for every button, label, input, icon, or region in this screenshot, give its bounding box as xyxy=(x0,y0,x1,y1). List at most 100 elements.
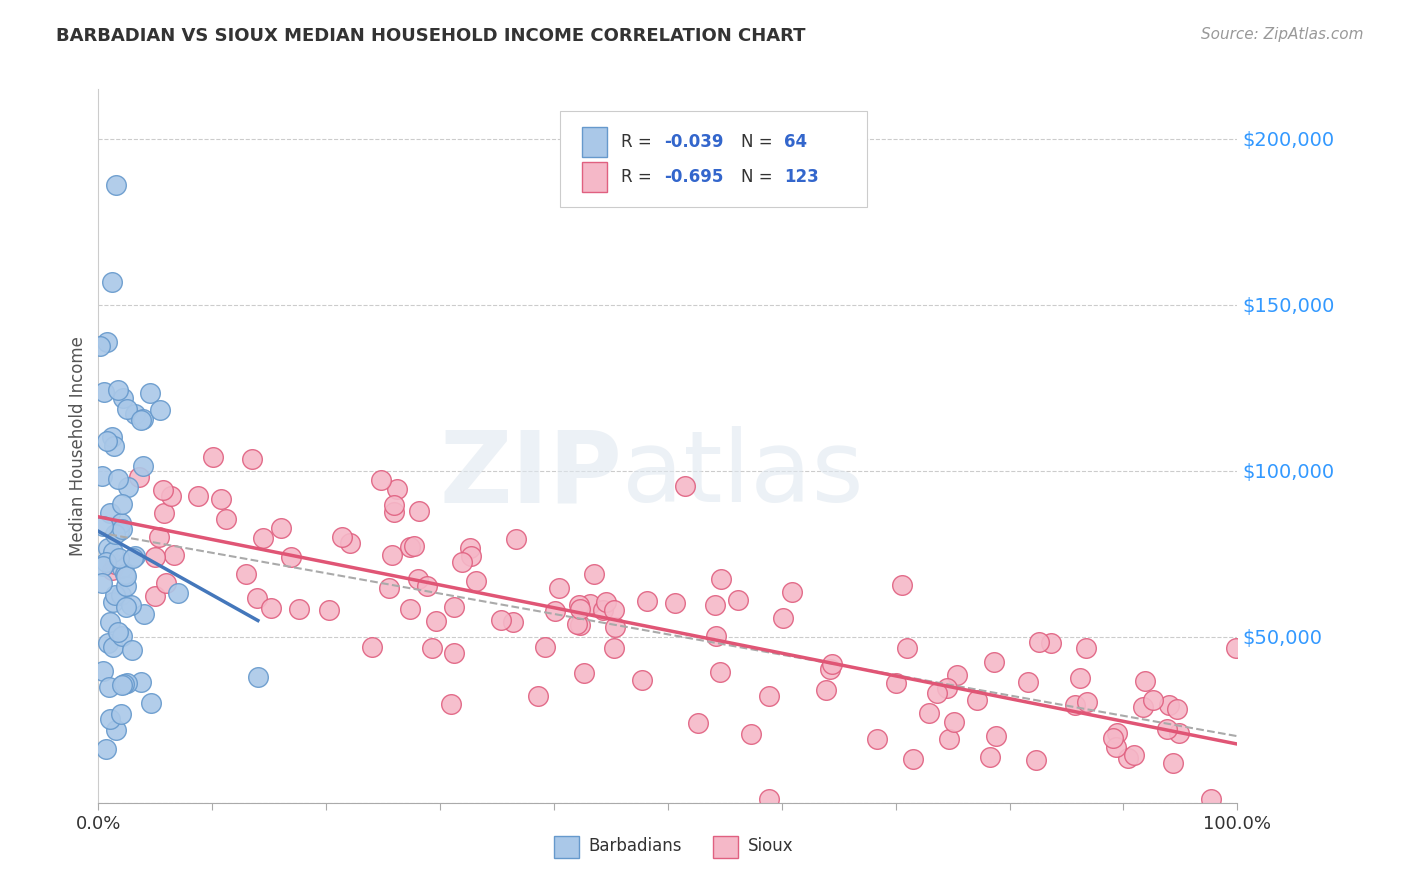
Point xyxy=(361,640,384,654)
Point xyxy=(1118,751,1140,765)
Point xyxy=(425,614,447,628)
Point xyxy=(149,403,172,417)
Point xyxy=(115,600,138,615)
Point xyxy=(592,603,614,617)
Text: R =: R = xyxy=(621,134,657,152)
Text: Source: ZipAtlas.com: Source: ZipAtlas.com xyxy=(1201,27,1364,42)
Point xyxy=(1132,699,1154,714)
Point xyxy=(984,729,1007,743)
Point xyxy=(91,558,114,573)
Point xyxy=(567,616,589,631)
Point xyxy=(115,675,138,690)
Point xyxy=(398,541,420,555)
Point xyxy=(91,664,114,678)
Point xyxy=(382,498,405,512)
Point xyxy=(117,480,139,494)
Point xyxy=(104,557,127,571)
Point xyxy=(533,640,555,654)
Text: N =: N = xyxy=(741,134,778,152)
Point xyxy=(101,275,124,289)
Point xyxy=(901,752,924,766)
Point xyxy=(1168,726,1191,740)
Point xyxy=(420,641,443,656)
Point xyxy=(602,641,624,656)
Text: -0.695: -0.695 xyxy=(665,168,724,186)
Point xyxy=(582,566,605,581)
Point xyxy=(821,657,844,672)
Point xyxy=(458,541,481,555)
Point xyxy=(925,686,948,700)
Text: 123: 123 xyxy=(785,168,818,186)
Text: R =: R = xyxy=(621,168,657,186)
Point xyxy=(246,591,269,605)
Point xyxy=(148,529,170,543)
Point xyxy=(152,483,174,497)
Point xyxy=(318,603,340,617)
Point xyxy=(101,595,124,609)
Point xyxy=(1105,740,1128,755)
Point xyxy=(398,601,420,615)
Point xyxy=(330,530,353,544)
Point xyxy=(704,629,727,643)
Point xyxy=(505,532,527,546)
Point xyxy=(946,667,969,681)
Point xyxy=(1076,696,1098,710)
Point xyxy=(96,334,118,349)
Point xyxy=(104,588,127,602)
Point xyxy=(115,568,138,582)
Point xyxy=(370,473,392,487)
Point xyxy=(710,572,733,586)
Point xyxy=(385,482,408,496)
Point xyxy=(502,615,524,630)
Point xyxy=(548,581,571,595)
Point xyxy=(896,640,918,655)
Point xyxy=(280,550,302,565)
Point xyxy=(758,792,780,806)
Point xyxy=(143,589,166,603)
Point xyxy=(252,532,274,546)
Point xyxy=(1040,636,1063,650)
Point xyxy=(111,522,134,536)
Point xyxy=(110,560,132,574)
Point xyxy=(93,385,115,400)
Point xyxy=(382,505,405,519)
Point xyxy=(402,539,425,553)
Point xyxy=(572,665,595,680)
Point xyxy=(107,472,129,486)
Point xyxy=(187,489,209,503)
Point xyxy=(129,413,152,427)
Point xyxy=(122,551,145,566)
Point xyxy=(1161,756,1184,770)
Text: 64: 64 xyxy=(785,134,807,152)
Point xyxy=(98,712,121,726)
Point xyxy=(673,479,696,493)
Point xyxy=(443,600,465,615)
Point xyxy=(96,556,118,570)
Point xyxy=(91,469,114,483)
Point xyxy=(1156,723,1178,737)
Point xyxy=(918,706,941,721)
Point xyxy=(1225,640,1247,655)
Point xyxy=(121,643,143,657)
Point xyxy=(443,647,465,661)
Point xyxy=(104,527,127,541)
Point xyxy=(107,383,129,397)
Point xyxy=(108,551,131,566)
Point xyxy=(408,572,430,586)
Text: Barbadians: Barbadians xyxy=(588,838,682,855)
Point xyxy=(115,402,138,417)
Point xyxy=(107,624,129,639)
Point xyxy=(381,548,404,562)
Point xyxy=(727,593,749,607)
Point xyxy=(568,602,591,616)
Point xyxy=(215,512,238,526)
Point xyxy=(440,697,463,711)
Point xyxy=(814,682,837,697)
Point xyxy=(740,727,762,741)
Point xyxy=(89,338,111,352)
Point xyxy=(983,655,1005,669)
Point xyxy=(143,549,166,564)
Point xyxy=(1133,673,1156,688)
Point xyxy=(139,696,162,710)
Point xyxy=(91,519,114,533)
